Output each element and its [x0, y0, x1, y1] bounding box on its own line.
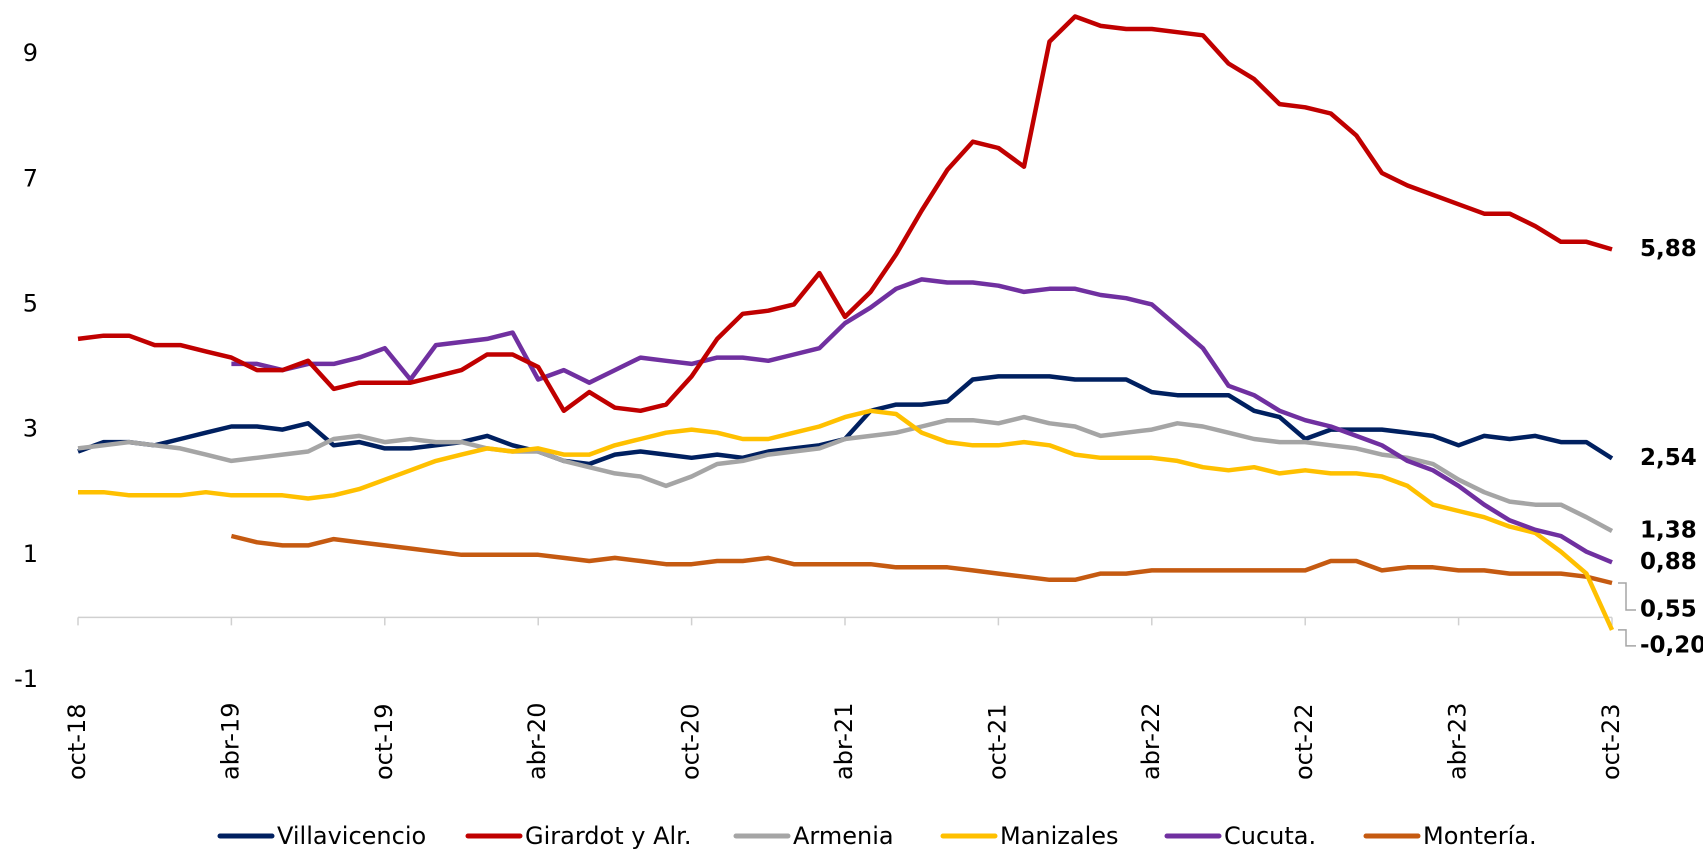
x-tick-label: abr-23: [1444, 703, 1472, 780]
legend-label: Montería.: [1423, 822, 1537, 850]
y-tick-label: 3: [23, 415, 38, 443]
x-tick-label: abr-20: [523, 703, 551, 780]
series-line: [230, 533, 1613, 586]
x-tick-label: oct-18: [63, 704, 91, 781]
data-label: 0,88: [1640, 549, 1697, 575]
series-line: [231, 277, 1613, 565]
y-tick-label: 1: [23, 540, 38, 568]
y-tick-label: -1: [14, 665, 38, 693]
series-line: [78, 408, 1615, 631]
x-tick-label: abr-19: [216, 703, 244, 780]
legend-label: Armenia: [793, 822, 894, 850]
legend-label: Cucuta.: [1224, 822, 1316, 850]
x-tick-label: oct-22: [1290, 704, 1318, 781]
x-tick-label: oct-20: [677, 704, 705, 781]
x-tick-label: abr-22: [1137, 703, 1165, 780]
legend-label: Villavicencio: [277, 822, 426, 850]
y-tick-label: 7: [23, 164, 38, 192]
series-line: [77, 414, 1614, 533]
legend-label: Manizales: [1000, 822, 1119, 850]
data-label: 2,54: [1640, 445, 1697, 471]
x-tick-label: oct-19: [370, 704, 398, 781]
x-tick-label: oct-23: [1597, 704, 1625, 781]
y-tick-label: 5: [23, 289, 38, 317]
data-label: 0,55: [1640, 596, 1697, 622]
y-tick-label: 9: [23, 39, 38, 67]
legend-label: Girardot y Alr.: [525, 822, 691, 850]
data-label: -0,20: [1640, 632, 1703, 658]
x-tick-label: abr-21: [830, 703, 858, 780]
leader-line: [1618, 582, 1636, 611]
x-tick-label: oct-21: [983, 704, 1011, 781]
series-line: [77, 14, 1613, 414]
data-label: 5,88: [1640, 236, 1697, 262]
data-label: 1,38: [1640, 518, 1697, 544]
leader-line: [1618, 629, 1636, 647]
